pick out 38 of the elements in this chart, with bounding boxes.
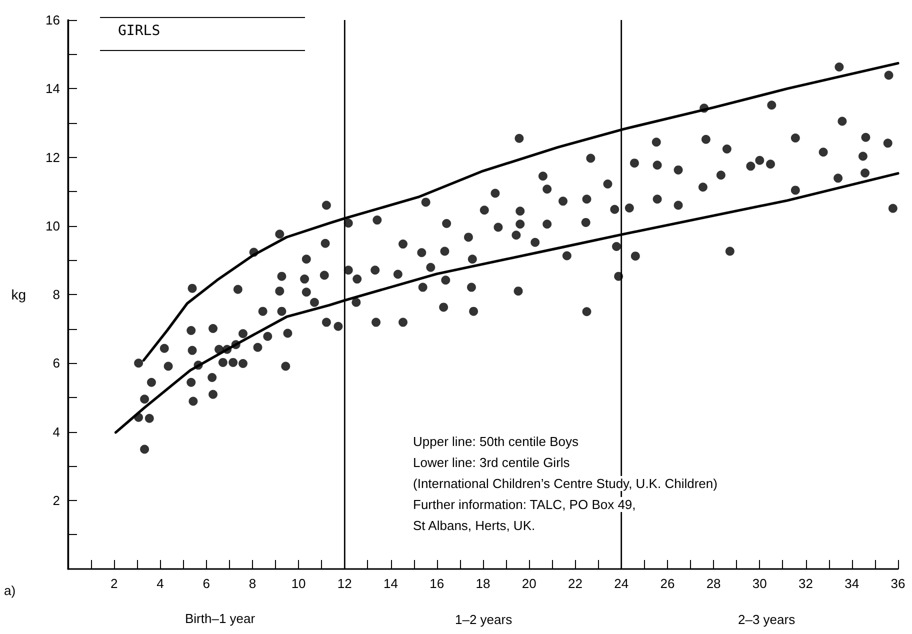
x-tick-label: 28	[706, 576, 721, 591]
x-tick-label: 12	[337, 576, 352, 591]
y-tick-label: 14	[46, 81, 60, 96]
x-tick-label: 36	[890, 576, 906, 591]
y-tick-label: 2	[52, 492, 60, 508]
x-tick-label: 22	[568, 576, 582, 591]
x-tick-label: 16	[430, 576, 444, 591]
x-tick-label: 32	[798, 576, 814, 591]
annotation: Upper line: 50th centile Boys	[413, 434, 578, 449]
text: 2–3 years	[738, 612, 796, 627]
x-tick-label: 24	[614, 576, 629, 591]
x-tick-label: 30	[752, 576, 767, 591]
x-tick-label: 20	[522, 576, 536, 591]
x-tick-label: 18	[476, 576, 490, 591]
x-tick-label: 6	[202, 576, 210, 591]
x-tick-label: 4	[156, 576, 164, 591]
text: Birth–1 year	[185, 611, 256, 626]
x-tick-label: 8	[248, 576, 256, 591]
x-tick-label: 2	[110, 576, 118, 591]
y-tick-label: 16	[46, 12, 60, 28]
annotation: GIRLS	[118, 23, 160, 39]
y-tick-label: 8	[52, 287, 60, 302]
y-axis-title: kg	[11, 286, 26, 302]
x-tick-label: 14	[384, 576, 398, 591]
annotation: (International Children’s Centre Study, U.K. Children)	[413, 476, 718, 491]
x-tick-label: 10	[291, 576, 306, 591]
text: a)	[4, 583, 16, 598]
annotation: St Albans, Herts, UK.	[413, 518, 536, 533]
y-tick-label: 10	[46, 218, 60, 234]
x-tick-label: 26	[660, 576, 675, 591]
text: 1–2 years	[455, 612, 512, 627]
y-tick-label: 12	[46, 150, 60, 165]
y-tick-label: 6	[52, 356, 60, 371]
annotation: Lower line: 3rd centile Girls	[413, 455, 570, 470]
annotation: Further information: TALC, PO Box 49,	[413, 497, 636, 512]
x-tick-label: 34	[844, 576, 860, 591]
y-tick-label: 4	[52, 424, 60, 440]
label-frame: GIRLS	[100, 17, 305, 51]
